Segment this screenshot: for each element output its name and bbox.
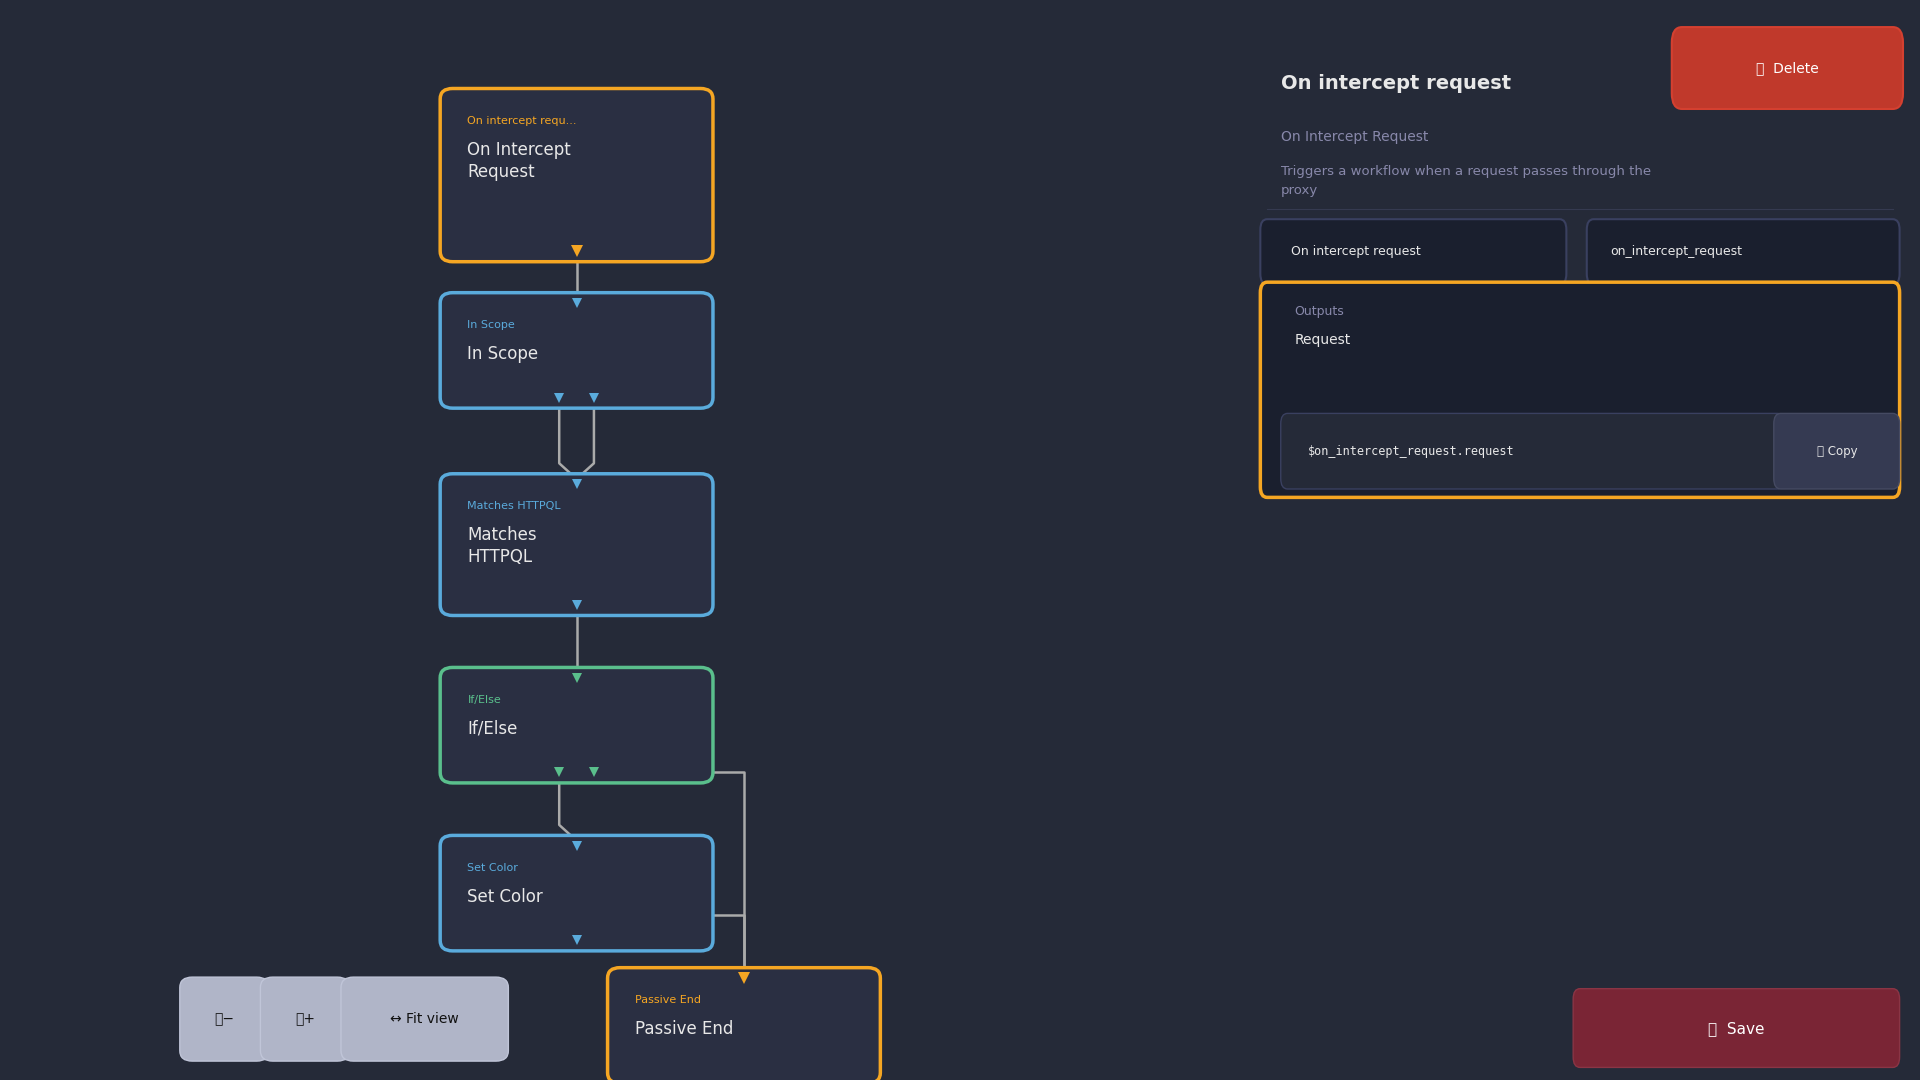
FancyBboxPatch shape	[342, 977, 509, 1062]
FancyBboxPatch shape	[1774, 414, 1899, 489]
Text: Request: Request	[1294, 333, 1350, 347]
FancyBboxPatch shape	[1672, 27, 1903, 109]
Text: 🔍+: 🔍+	[296, 1012, 315, 1026]
Text: 📋 Copy: 📋 Copy	[1816, 445, 1857, 458]
Text: Alias: Alias	[1607, 222, 1640, 235]
Text: If/Else: If/Else	[467, 694, 501, 705]
Text: Passive End: Passive End	[636, 1021, 733, 1038]
FancyBboxPatch shape	[1260, 219, 1567, 284]
Text: In Scope: In Scope	[467, 346, 540, 363]
FancyBboxPatch shape	[1281, 414, 1784, 489]
FancyBboxPatch shape	[440, 293, 712, 408]
Text: 🗑  Delete: 🗑 Delete	[1757, 62, 1818, 75]
Text: Triggers a workflow when a request passes through the
proxy: Triggers a workflow when a request passe…	[1281, 164, 1651, 197]
Text: on_intercept_request: on_intercept_request	[1611, 245, 1743, 258]
Text: Matches HTTPQL: Matches HTTPQL	[467, 501, 561, 511]
FancyBboxPatch shape	[1260, 282, 1899, 498]
FancyBboxPatch shape	[1586, 219, 1899, 284]
Text: 💾  Save: 💾 Save	[1709, 1021, 1764, 1036]
FancyBboxPatch shape	[440, 836, 712, 950]
Text: Matches
HTTPQL: Matches HTTPQL	[467, 526, 538, 566]
Text: $on_intercept_request.request: $on_intercept_request.request	[1308, 445, 1515, 458]
Text: On intercept requ...: On intercept requ...	[467, 116, 576, 125]
FancyBboxPatch shape	[607, 968, 881, 1080]
Text: If/Else: If/Else	[467, 720, 518, 738]
Text: 🔍−: 🔍−	[215, 1012, 234, 1026]
Text: Passive End: Passive End	[636, 995, 701, 1005]
FancyBboxPatch shape	[261, 977, 349, 1062]
Text: Set Color: Set Color	[467, 863, 518, 873]
Text: Outputs: Outputs	[1294, 306, 1344, 319]
Text: On intercept request: On intercept request	[1290, 245, 1421, 258]
FancyBboxPatch shape	[440, 667, 712, 783]
Text: On intercept request: On intercept request	[1281, 75, 1511, 93]
Text: Set Color: Set Color	[467, 888, 543, 906]
Text: On Intercept
Request: On Intercept Request	[467, 141, 572, 181]
Text: In Scope: In Scope	[467, 320, 515, 330]
Text: Name: Name	[1281, 222, 1319, 235]
FancyBboxPatch shape	[180, 977, 269, 1062]
Text: ↔ Fit view: ↔ Fit view	[390, 1012, 459, 1026]
FancyBboxPatch shape	[440, 474, 712, 616]
FancyBboxPatch shape	[1572, 988, 1899, 1067]
FancyBboxPatch shape	[440, 89, 712, 261]
Text: On Intercept Request: On Intercept Request	[1281, 130, 1428, 144]
